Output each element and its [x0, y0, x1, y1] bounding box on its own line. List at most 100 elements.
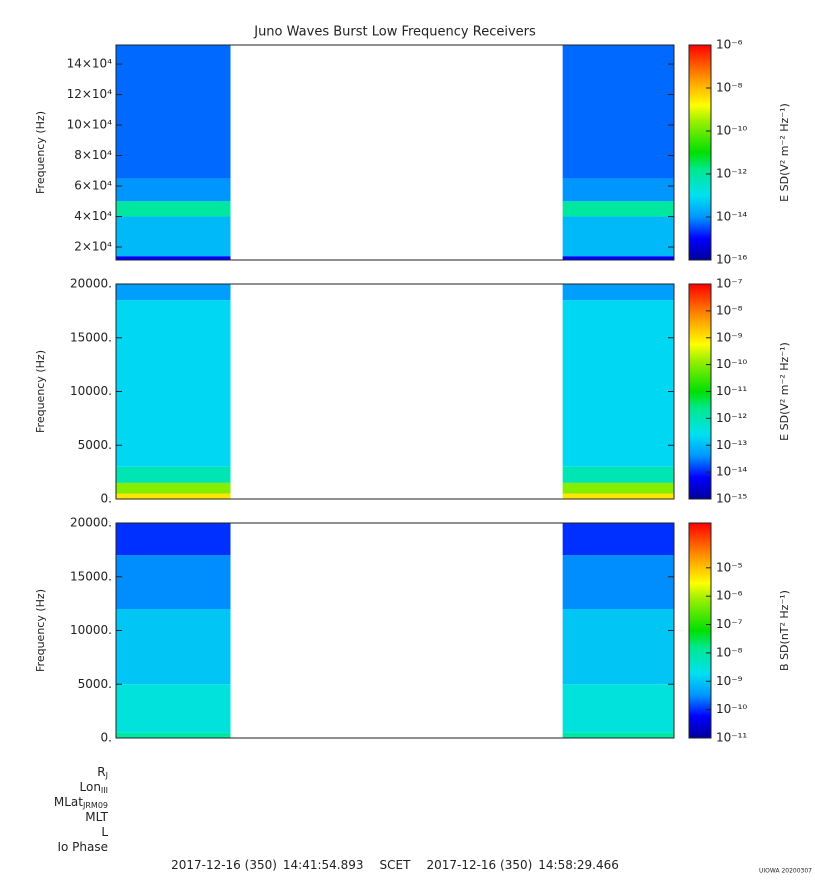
y-tick-label: 0. [101, 731, 112, 745]
plot-frame [115, 44, 675, 261]
colorbar [688, 522, 712, 739]
colorbar-tick-label: 10⁻¹³ [716, 438, 747, 452]
spectrogram-cell [562, 216, 674, 257]
ephemeris-label: Io Phase [57, 840, 108, 854]
spectrogram-cell [562, 45, 674, 179]
colorbar-tick-label: 10⁻⁹ [716, 674, 743, 688]
y-axis-label: Frequency (Hz) [34, 111, 47, 194]
y-tick-label: 5000. [78, 438, 112, 452]
colorbar-tick-label: 10⁻⁸ [716, 81, 743, 95]
spectrogram-cell [116, 684, 231, 733]
spectrogram-cell [116, 732, 231, 738]
ephemeris-label-text: MLT [85, 810, 108, 824]
spectrogram-cell [116, 523, 231, 556]
figure-title: Juno Waves Burst Low Frequency Receivers [253, 25, 536, 40]
spectrogram-cell [562, 466, 674, 483]
spectrogram-cell [116, 609, 231, 685]
ephemeris-label: L [101, 825, 108, 839]
colorbar-tick-label: 10⁻¹⁶ [716, 253, 747, 267]
footer-stamp: UIOWA 20200307 [759, 868, 812, 875]
ephemeris-label-text: Io Phase [57, 840, 108, 854]
ephemeris-label-sub: J [105, 771, 108, 780]
y-tick-label: 6×10⁴ [74, 179, 112, 193]
y-tick-label: 12×10⁴ [67, 87, 113, 101]
footer-start-time: 14:41:54.893 [283, 858, 364, 872]
y-tick-label: 8×10⁴ [74, 148, 112, 162]
spectrogram-cell [116, 555, 231, 609]
spectrogram-cell [562, 555, 674, 609]
colorbar-tick-label: 10⁻⁵ [716, 560, 743, 574]
y-tick-label: 2×10⁴ [74, 240, 112, 254]
ephemeris-label: MLT [85, 810, 108, 824]
y-tick-label: 10×10⁴ [67, 118, 113, 132]
spectrogram-cell [116, 300, 231, 467]
colorbar-label: E SD(V² m⁻² Hz⁻¹) [778, 342, 791, 441]
spectrogram-cell [562, 201, 674, 217]
spectrogram-cell [116, 216, 231, 257]
colorbar-tick-label: 10⁻¹⁵ [716, 492, 747, 506]
spectrogram-cell [562, 523, 674, 556]
colorbar-tick-label: 10⁻¹² [716, 167, 747, 181]
spectrogram-cell [116, 466, 231, 483]
ephemeris-label-sub: III [101, 786, 108, 795]
colorbar-tick-label: 10⁻⁹ [716, 330, 743, 344]
spectrogram-cell [562, 684, 674, 733]
colorbar [688, 44, 712, 261]
colorbar-tick-label: 10⁻¹⁴ [716, 210, 747, 224]
y-tick-label: 0. [101, 492, 112, 506]
y-tick-label: 4×10⁴ [74, 209, 112, 223]
spectrogram-cell [562, 493, 674, 499]
colorbar-tick-label: 10⁻¹⁴ [716, 465, 747, 479]
ephemeris-label: MLatJRM09 [54, 795, 108, 810]
y-tick-label: 14×10⁴ [67, 57, 113, 71]
footer-end-time: 14:58:29.466 [538, 858, 619, 872]
y-tick-label: 15000. [70, 569, 112, 583]
spectrogram-cell [562, 256, 674, 260]
ephemeris-label-text: MLat [54, 795, 83, 809]
colorbar-tick-label: 10⁻⁶ [716, 589, 743, 603]
colorbar-tick-label: 10⁻¹⁰ [716, 702, 747, 716]
ephemeris-label: LonIII [80, 780, 109, 795]
y-axis-label: Frequency (Hz) [34, 350, 47, 433]
spectrogram-cell [116, 256, 231, 260]
spectrogram-cell [116, 201, 231, 217]
colorbar-tick-label: 10⁻⁶ [716, 38, 743, 52]
spectrogram-cell [562, 732, 674, 738]
colorbar-tick-label: 10⁻⁷ [716, 617, 743, 631]
footer: 2017-12-16 (350) 14:41:54.893 SCET 2017-12-… [171, 858, 619, 872]
colorbar-tick-label: 10⁻⁸ [716, 645, 743, 659]
y-tick-label: 10000. [70, 623, 112, 637]
y-tick-label: 5000. [78, 677, 112, 691]
spectrogram-cell [562, 284, 674, 301]
y-axis-label: Frequency (Hz) [34, 589, 47, 672]
ephemeris-label-sub: JRM09 [82, 801, 108, 810]
colorbar-tick-label: 10⁻¹¹ [716, 384, 747, 398]
colorbar-tick-label: 10⁻¹² [716, 411, 747, 425]
colorbar-tick-label: 10⁻¹⁰ [716, 357, 747, 371]
ephemeris-label-text: R [97, 765, 105, 779]
spectrogram-cell [562, 300, 674, 467]
spectrogram-cell [562, 609, 674, 685]
y-tick-label: 15000. [70, 330, 112, 344]
spectrogram-cell [116, 284, 231, 301]
colorbar-tick-label: 10⁻¹⁰ [716, 124, 747, 138]
spectrogram-cell [116, 493, 231, 499]
ephemeris-label-text: L [101, 825, 108, 839]
footer-end-date: 2017-12-16 (350) [426, 858, 532, 872]
spectrogram-cell [116, 482, 231, 494]
colorbar-label: B SD(nT² Hz⁻¹) [778, 590, 791, 671]
y-tick-label: 20000. [70, 277, 112, 291]
spectrogram-cell [116, 45, 231, 179]
ephemeris-label-text: Lon [80, 780, 101, 794]
colorbar-label: E SD(V² m⁻² Hz⁻¹) [778, 103, 791, 202]
ephemeris-label: RJ [97, 765, 108, 780]
footer-start-date: 2017-12-16 (350) [171, 858, 277, 872]
colorbar-tick-label: 10⁻⁷ [716, 277, 743, 291]
y-tick-label: 20000. [70, 516, 112, 530]
colorbar-tick-label: 10⁻⁸ [716, 303, 743, 317]
y-tick-label: 10000. [70, 384, 112, 398]
colorbar-tick-label: 10⁻¹¹ [716, 731, 747, 745]
spectrogram-cell [562, 178, 674, 202]
spectrogram-cell [562, 482, 674, 494]
